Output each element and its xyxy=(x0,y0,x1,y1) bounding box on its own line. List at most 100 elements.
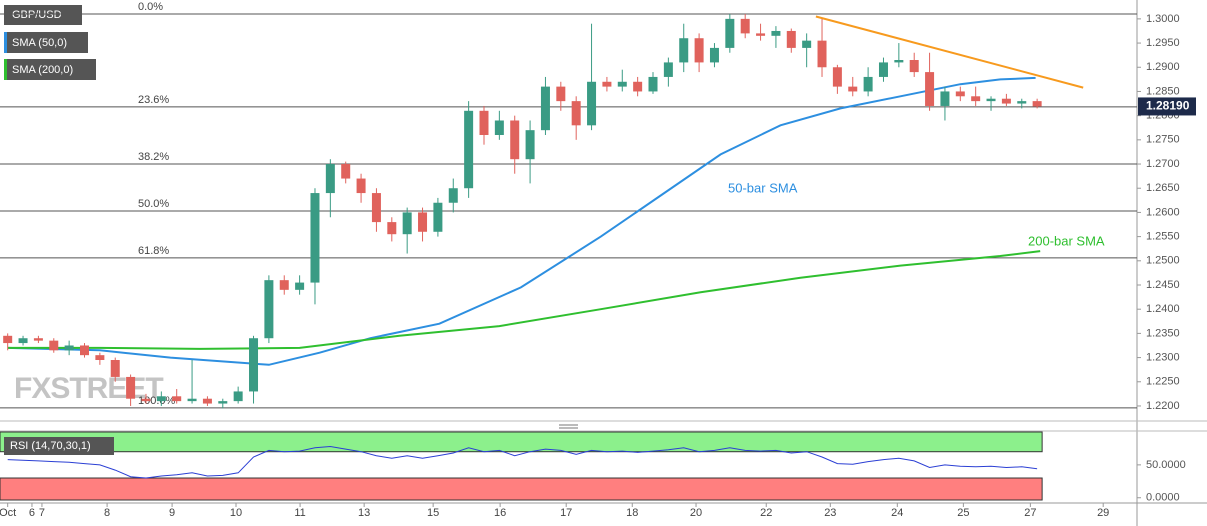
annotation: 50-bar SMA xyxy=(728,180,798,195)
candle-body xyxy=(909,60,919,73)
x-tick-label: 15 xyxy=(427,507,439,519)
candle-body xyxy=(848,86,858,92)
candle-body xyxy=(356,178,366,194)
candle-body xyxy=(709,47,719,63)
candle-body xyxy=(141,398,151,402)
x-tick-label: 23 xyxy=(824,507,836,519)
candle-body xyxy=(894,60,904,63)
candle-body xyxy=(95,355,105,360)
y-tick-label: 1.2950 xyxy=(1146,37,1180,49)
candle-body xyxy=(279,280,289,290)
y-tick-label: 1.2650 xyxy=(1146,182,1180,194)
candle-body xyxy=(510,120,520,160)
candle-body xyxy=(233,391,243,402)
y-tick-label: 1.2200 xyxy=(1146,400,1180,412)
rsi-band-lower xyxy=(0,477,1043,501)
candle-body xyxy=(110,360,120,377)
candle-body xyxy=(571,101,581,126)
y-tick-label: 1.2850 xyxy=(1146,85,1180,97)
x-tick-label: 7 xyxy=(39,507,45,519)
candle-body xyxy=(863,76,873,92)
candle-body xyxy=(433,202,443,232)
candle-body xyxy=(725,18,735,48)
y-tick-label: 1.2700 xyxy=(1146,158,1180,170)
candle-body xyxy=(371,193,381,223)
trendline xyxy=(815,15,1084,89)
legend-box[interactable] xyxy=(4,32,88,53)
candle-body xyxy=(3,335,13,344)
candle-body xyxy=(448,188,458,203)
candle-body xyxy=(18,338,28,344)
candle-body xyxy=(925,72,935,106)
rsi-band-upper xyxy=(0,431,1043,453)
candle-body xyxy=(402,212,412,235)
candle-body xyxy=(740,18,750,34)
x-tick-label: 20 xyxy=(690,507,702,519)
candle-body xyxy=(679,38,689,63)
candle-body xyxy=(663,62,673,77)
legend-title: RSI (14,70,30,1) xyxy=(10,440,91,452)
legend-box[interactable] xyxy=(4,5,82,25)
candle-body xyxy=(156,396,166,402)
candle-body xyxy=(202,398,212,404)
legend-entry: SMA (50,0) xyxy=(12,37,67,49)
y-tick-label: 1.2300 xyxy=(1146,351,1180,363)
legend-swatch xyxy=(4,59,7,80)
x-tick-label: 13 xyxy=(358,507,370,519)
candle-body xyxy=(556,86,566,102)
x-tick-label: 18 xyxy=(626,507,638,519)
candle-body xyxy=(310,193,320,283)
x-tick-label: 16 xyxy=(494,507,506,519)
candle-body xyxy=(694,38,704,63)
sma-line xyxy=(7,250,1041,350)
y-tick-label: 1.2600 xyxy=(1146,206,1180,218)
y-tick-label: 0.0000 xyxy=(1146,492,1180,504)
x-tick-label: 24 xyxy=(891,507,903,519)
y-tick-label: 1.2750 xyxy=(1146,134,1180,146)
candle-body xyxy=(494,120,504,135)
x-tick-label: 17 xyxy=(560,507,572,519)
candle-body xyxy=(971,96,981,102)
candle-body xyxy=(648,76,658,92)
candle-body xyxy=(525,130,535,160)
candle-body xyxy=(1017,101,1027,104)
candle-body xyxy=(387,222,397,235)
candle-body xyxy=(172,396,182,402)
divider-grip[interactable] xyxy=(559,424,578,429)
candle-body xyxy=(587,81,597,126)
x-tick-label: Oct xyxy=(0,507,16,519)
candle-body xyxy=(832,67,842,87)
fib-label: 38.2% xyxy=(138,151,169,163)
price-tag xyxy=(1138,97,1196,116)
candle-body xyxy=(418,212,428,232)
legend-box[interactable] xyxy=(4,437,114,455)
x-tick-label: 25 xyxy=(957,507,969,519)
y-tick-label: 1.2250 xyxy=(1146,376,1180,388)
y-tick-label: 1.2400 xyxy=(1146,303,1180,315)
candle-body xyxy=(479,110,489,135)
legend-title: GBP/USD xyxy=(12,9,62,21)
candle-body xyxy=(633,81,643,92)
candle-body xyxy=(817,40,827,68)
candle-body xyxy=(264,280,274,339)
fib-label: 23.6% xyxy=(138,94,169,106)
candle-body xyxy=(33,338,43,341)
candle-body xyxy=(341,164,351,179)
candle-body xyxy=(218,401,228,404)
fib-label: 0.0% xyxy=(138,1,163,13)
candle-body xyxy=(295,282,305,290)
legend-box[interactable] xyxy=(4,59,96,80)
candle-body xyxy=(80,345,90,356)
candle-body xyxy=(64,345,74,351)
candle-body xyxy=(464,110,474,189)
x-tick-label: 8 xyxy=(104,507,110,519)
fib-label: 61.8% xyxy=(138,245,169,257)
candle-body xyxy=(771,30,781,36)
candle-body xyxy=(955,91,965,97)
y-tick-label: 1.2550 xyxy=(1146,231,1180,243)
candle-body xyxy=(802,40,812,48)
price-tag-label: 1.28190 xyxy=(1146,99,1190,113)
y-tick-label: 1.3000 xyxy=(1146,13,1180,25)
annotation: 200-bar SMA xyxy=(1028,233,1105,248)
y-tick-label: 1.2900 xyxy=(1146,61,1180,73)
